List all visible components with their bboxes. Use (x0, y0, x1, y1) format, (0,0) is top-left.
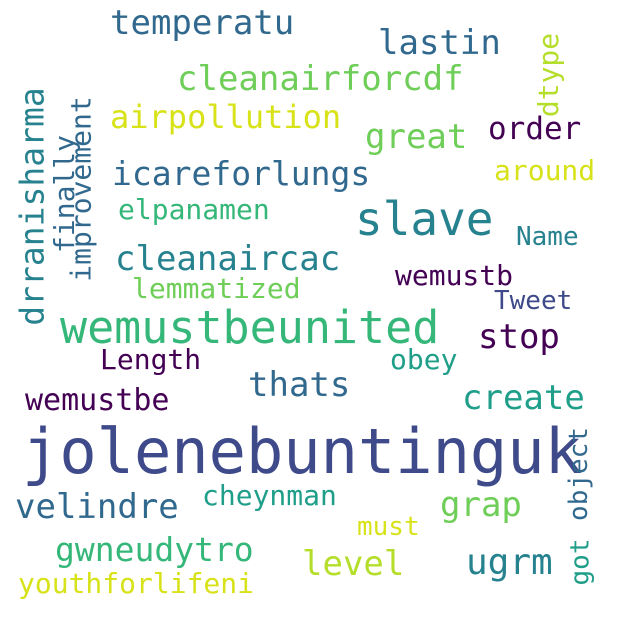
word-obey: obey (390, 343, 458, 376)
word-wemustb: wemustb (395, 259, 514, 292)
word-stop: stop (478, 317, 560, 357)
word-create: create (462, 378, 585, 418)
word-temperatu: temperatu (110, 3, 295, 43)
word-grap: grap (440, 485, 522, 525)
word-dtype: dtype (532, 32, 566, 118)
word-order: order (488, 111, 582, 147)
word-got: got (565, 538, 596, 586)
word-cleanaircac: cleanaircac (115, 239, 341, 279)
word-wemustbe: wemustbe (25, 383, 170, 418)
word-finally: finally (48, 134, 82, 254)
word-tweet: Tweet (494, 286, 573, 316)
word-lemmatized: lemmatized (132, 272, 301, 305)
word-ugrm: ugrm (466, 542, 553, 583)
word-airpollution: airpollution (110, 98, 342, 136)
word-wemustbeunited: wemustbeunited (60, 301, 440, 354)
word-cleanairforcdf: cleanairforcdf (177, 59, 464, 99)
word-jolenebuntinguk: jolenebuntinguk (22, 415, 582, 488)
word-icareforlungs: icareforlungs (112, 154, 371, 193)
word-name: Name (516, 222, 579, 252)
word-elpanamen: elpanamen (118, 193, 270, 226)
word-object: object (563, 427, 594, 521)
word-gwneudytro: gwneudytro (55, 530, 254, 569)
word-around: around (494, 154, 596, 187)
word-great: great (365, 117, 468, 157)
word-youthforlifeni: youthforlifeni (18, 567, 255, 600)
word-level: level (302, 544, 405, 584)
word-drranisharma: drranisharma (12, 87, 52, 326)
word-slave: slave (355, 192, 494, 246)
word-velindre: velindre (15, 487, 179, 527)
word-thats: thats (248, 365, 351, 405)
word-lastin: lastin (378, 23, 501, 63)
word-must: must (357, 512, 420, 542)
word-cheynman: cheynman (202, 479, 337, 512)
word-length: Length (100, 343, 202, 376)
